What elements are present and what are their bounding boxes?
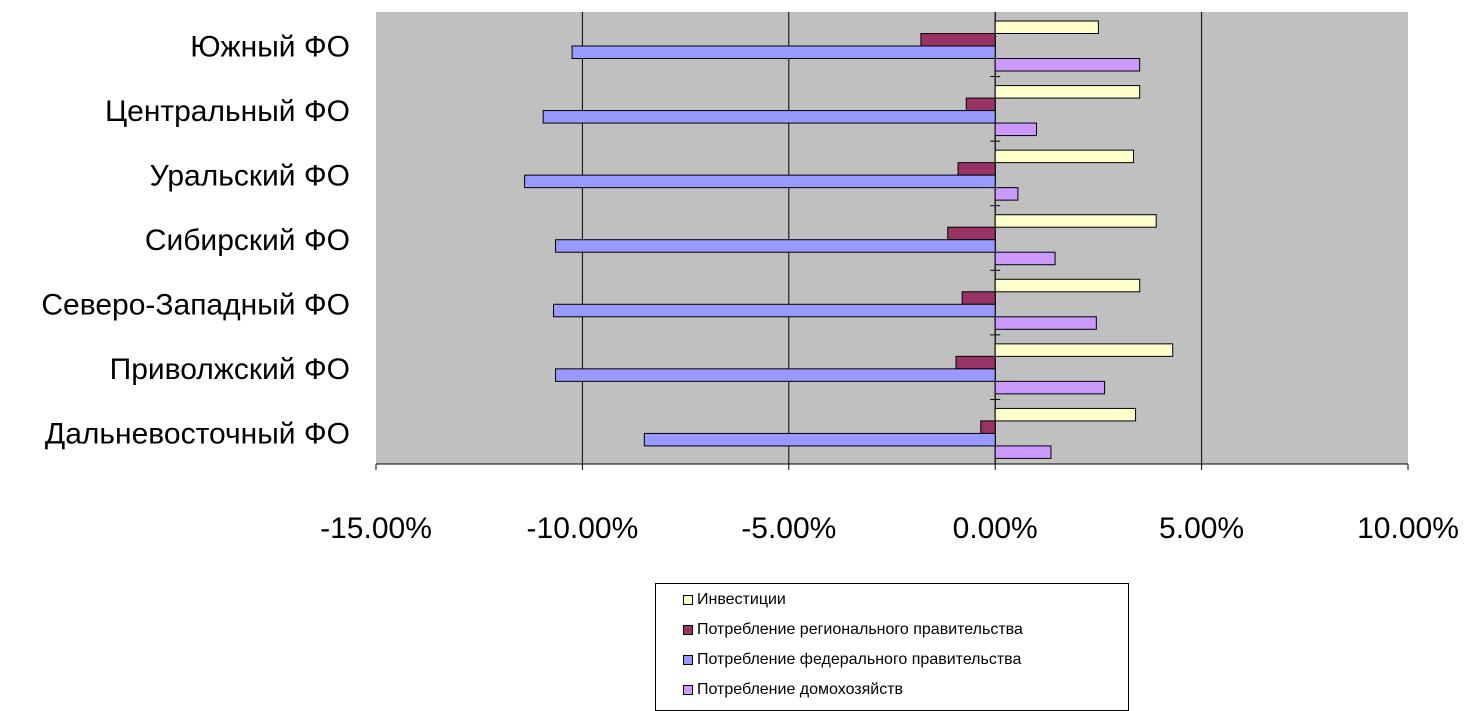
category-label: Северо-Западный ФО [41, 289, 350, 322]
bar [980, 420, 996, 434]
legend: Инвестиции Потребление регионального прав… [655, 583, 1129, 711]
bar [994, 316, 1097, 330]
bar [955, 355, 996, 370]
category-label: Южный ФО [190, 30, 350, 63]
bar [994, 445, 1052, 459]
x-tick-label: 0.00% [953, 512, 1038, 545]
bar [994, 122, 1037, 137]
bar [994, 20, 1099, 34]
bar [542, 110, 996, 124]
category-label: Центральный ФО [105, 95, 350, 128]
x-tick-label: -5.00% [741, 512, 836, 545]
bar [994, 343, 1174, 357]
bar [994, 380, 1106, 395]
bar [994, 278, 1141, 293]
bar [961, 291, 996, 305]
bar [965, 97, 996, 112]
x-tick-label: -15.00% [320, 512, 432, 545]
category-label: Сибирский ФО [145, 224, 350, 257]
bar [920, 33, 996, 47]
legend-item: Потребление регионального правительства [683, 620, 1023, 640]
bar [643, 432, 996, 447]
x-tick-label: -10.00% [527, 512, 639, 545]
bar [994, 85, 1141, 99]
x-tick-label: 10.00% [1357, 512, 1459, 545]
legend-swatch [683, 595, 693, 605]
legend-label: Потребление федерального правительства [697, 651, 1022, 668]
legend-label: Потребление регионального правительства [697, 621, 1023, 638]
legend-label: Инвестиции [697, 591, 786, 608]
bar [994, 407, 1137, 422]
legend-item: Потребление домохозяйств [683, 680, 903, 700]
bar [555, 239, 996, 253]
category-label: Уральский ФО [150, 159, 350, 192]
legend-label: Потребление домохозяйств [697, 681, 904, 698]
bar [994, 149, 1134, 164]
legend-item: Инвестиции [683, 590, 786, 610]
bar [524, 174, 996, 189]
bar [555, 368, 996, 382]
bar [571, 45, 996, 59]
legend-swatch [683, 685, 693, 695]
legend-swatch [683, 655, 693, 665]
legend-swatch [683, 625, 693, 635]
x-tick-label: 5.00% [1159, 512, 1244, 545]
category-label: Дальневосточный ФО [45, 418, 350, 451]
bar [994, 251, 1056, 266]
bar [553, 303, 996, 318]
legend-item: Потребление федерального правительства [683, 650, 1021, 670]
plot-area [376, 12, 1408, 464]
bar [994, 214, 1157, 228]
bar [957, 162, 996, 176]
bar [994, 58, 1141, 72]
bar [994, 187, 1019, 201]
bar [947, 226, 996, 241]
category-label: Приволжский ФО [110, 353, 350, 386]
